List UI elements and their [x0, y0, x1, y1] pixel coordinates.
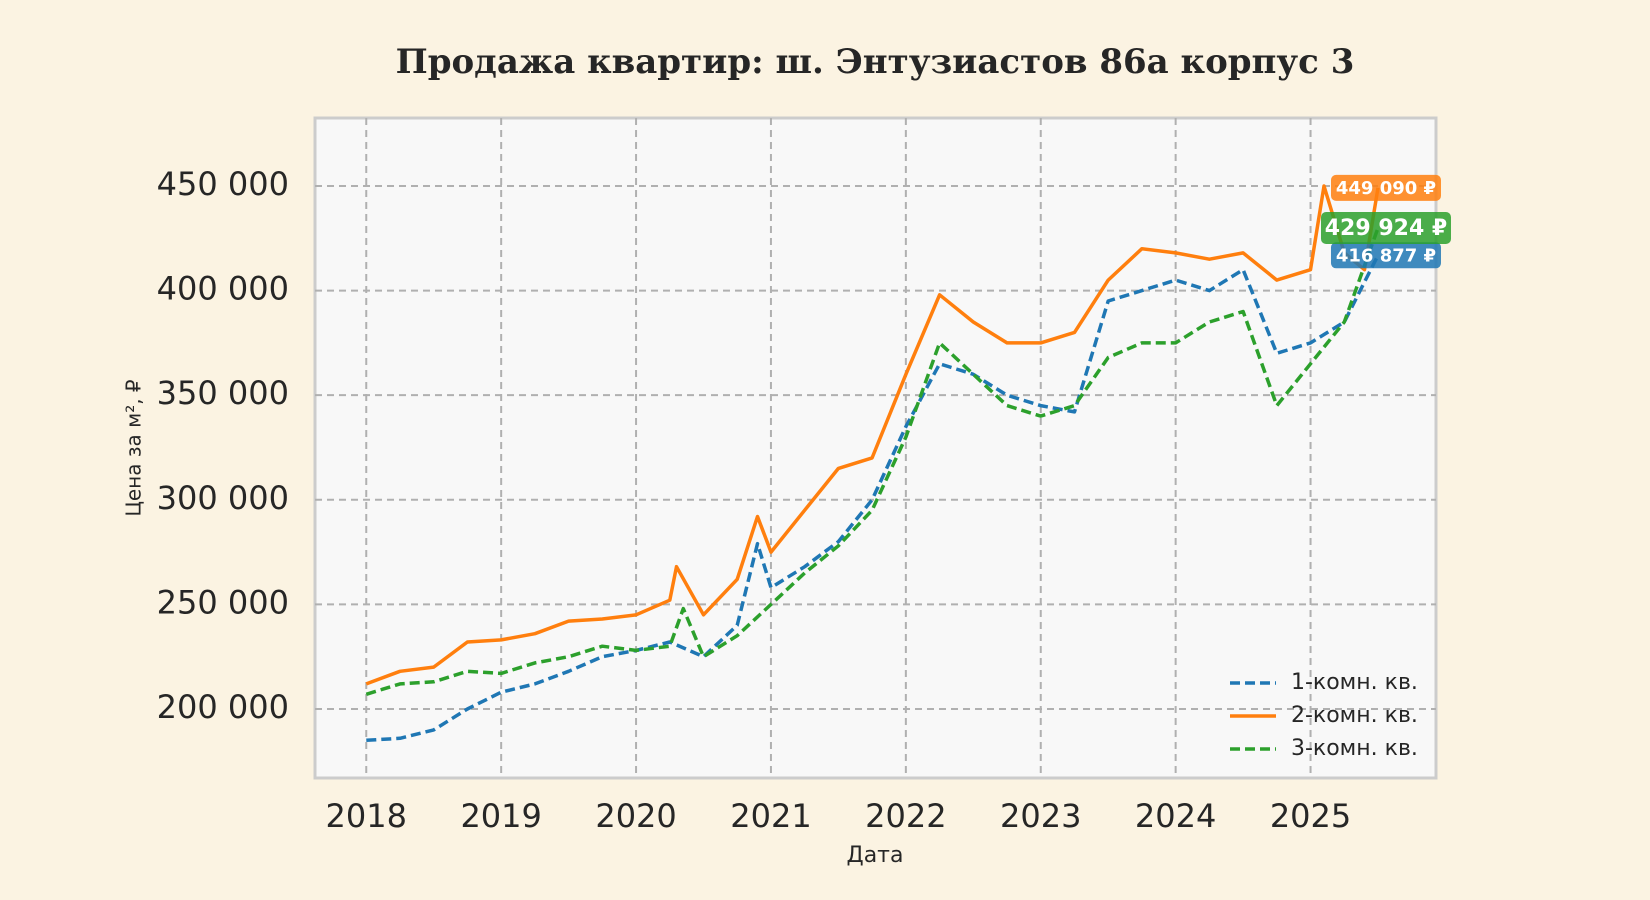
- x-tick-label: 2022: [865, 797, 946, 835]
- end-label-box: [1330, 174, 1441, 201]
- x-tick-label: 2019: [460, 797, 541, 835]
- end-label: 416 877 ₽: [1336, 245, 1436, 266]
- x-tick-label: 2018: [326, 797, 407, 835]
- x-tick-label: 2023: [1000, 797, 1081, 835]
- y-tick-label: 350 000: [157, 374, 289, 412]
- x-tick-label: 2021: [730, 797, 811, 835]
- end-label-box: [1330, 242, 1441, 269]
- y-tick-label: 250 000: [157, 583, 289, 621]
- lines: [365, 184, 1380, 743]
- x-tick-label: 2025: [1270, 797, 1351, 835]
- end-labels: 416 877 ₽ 449 090 ₽ 429 924 ₽: [1320, 174, 1451, 269]
- legend-label: 2-комн. кв.: [1291, 703, 1418, 728]
- series-line: [365, 184, 1380, 686]
- end-label: 449 090 ₽: [1336, 178, 1436, 199]
- chart-title: Продажа квартир: ш. Энтузиастов 86а корп…: [396, 42, 1355, 82]
- legend-label: 1-комн. кв.: [1291, 670, 1418, 695]
- y-tick-label: 400 000: [157, 270, 289, 308]
- end-label: 429 924 ₽: [1325, 216, 1447, 241]
- y-tick-label: 200 000: [157, 688, 289, 726]
- series-line: [366, 254, 1380, 743]
- x-tick-label: 2024: [1135, 797, 1216, 835]
- series-line: [365, 227, 1380, 696]
- y-tick-label: 300 000: [157, 479, 289, 517]
- x-axis-label: Дата: [847, 843, 904, 868]
- y-axis-label: Цена за м², ₽: [122, 379, 146, 517]
- legend: 1-комн. кв. 2-комн. кв. 3-комн. кв.: [1230, 670, 1418, 761]
- legend-label: 3-комн. кв.: [1291, 736, 1418, 761]
- y-tick-label: 450 000: [157, 165, 289, 203]
- grid: 200 000 250 000 300 000 350 000 400 000 450 0…: [157, 118, 1436, 835]
- x-tick-label: 2020: [595, 797, 676, 835]
- end-label-box: [1320, 211, 1451, 244]
